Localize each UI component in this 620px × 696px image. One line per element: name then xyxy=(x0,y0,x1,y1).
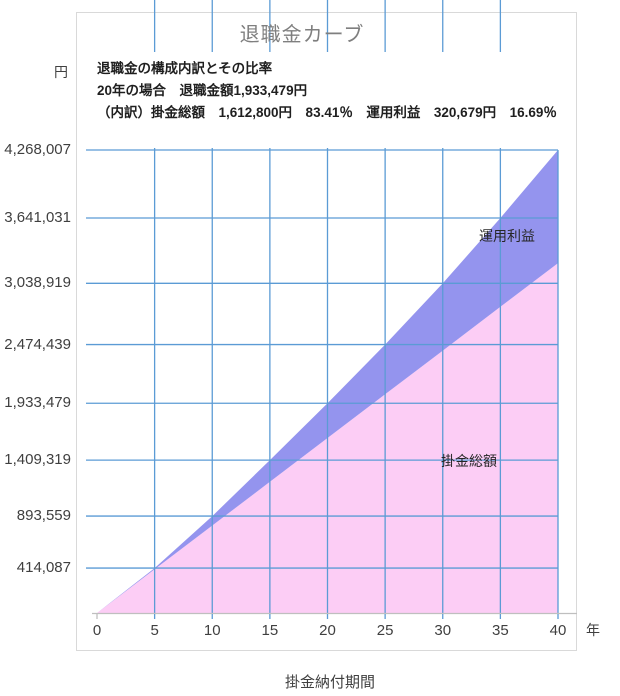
y-tick-label: 3,641,031 xyxy=(4,209,71,226)
chart-annotation: 退職金の構成内訳とその比率 20年の場合 退職金額1,933,479円 （内訳）… xyxy=(97,58,567,124)
y-tick-label: 4,268,007 xyxy=(4,141,71,158)
x-tick-label: 10 xyxy=(203,622,221,639)
y-tick-label: 2,474,439 xyxy=(4,335,71,353)
x-axis-unit-label: 年 xyxy=(586,622,600,638)
y-tick-label: 893,559 xyxy=(16,507,71,525)
y-tick-label: 1,933,479 xyxy=(4,394,71,412)
y-tick-label: 414,087 xyxy=(16,559,71,577)
x-tick-label: 25 xyxy=(376,622,394,639)
x-tick-label: 30 xyxy=(434,622,452,639)
annotation-line-2: 20年の場合 退職金額1,933,479円 xyxy=(97,83,308,98)
y-axis-tick-labels: 414,087 893,559 1,409,319 1,933,479 2,474,43… xyxy=(0,0,71,696)
series-label-investment-profit: 運用利益 xyxy=(479,228,535,244)
annotation-line-1: 退職金の構成内訳とその比率 xyxy=(97,61,273,76)
series-label-total-contributions: 掛金総額 xyxy=(441,453,497,469)
y-tick-label: 1,409,319 xyxy=(4,451,71,469)
y-tick-label: 3,038,919 xyxy=(4,274,71,292)
x-tick-label: 35 xyxy=(492,622,509,639)
annotation-line-3: （内訳）掛金総額 1,612,800円 83.41％ 運用利益 320,679円… xyxy=(97,105,557,120)
chart-title: 退職金カーブ xyxy=(239,24,365,46)
x-tick-label: 40 xyxy=(549,622,567,639)
x-tick-label: 5 xyxy=(150,622,159,639)
y-axis-unit-label: 円 xyxy=(54,64,68,80)
x-tick-label: 0 xyxy=(92,622,102,639)
x-tick-label: 15 xyxy=(261,622,279,639)
x-tick-label: 20 xyxy=(319,622,336,639)
x-axis-title: 掛金納付期間 xyxy=(284,674,375,691)
